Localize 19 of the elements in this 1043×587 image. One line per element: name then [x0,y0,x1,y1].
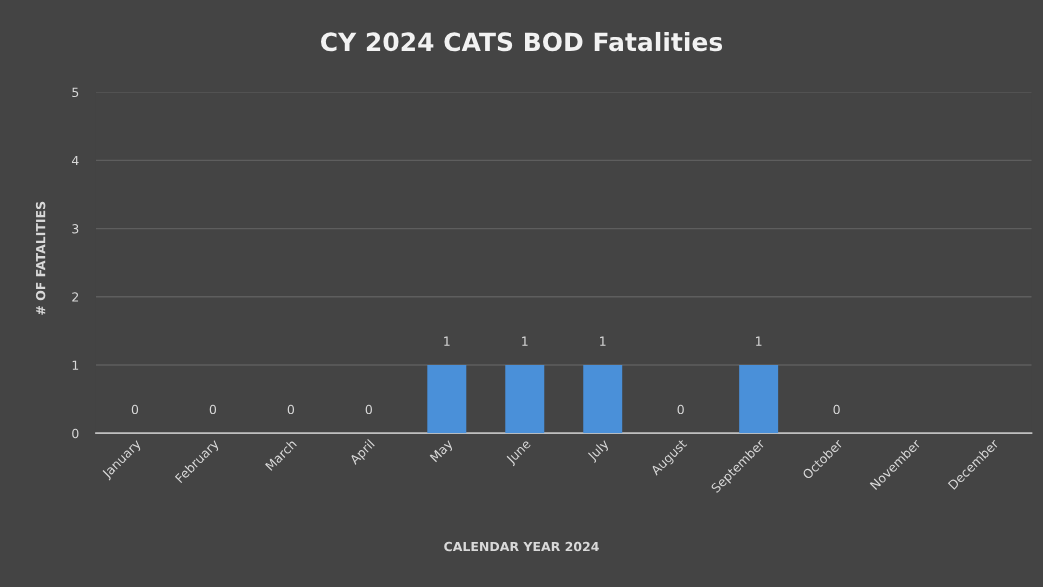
y-tick-label: 0 [72,428,79,439]
data-label: 0 [209,404,217,415]
data-label: 0 [131,404,139,415]
y-tick-label: 2 [72,292,79,302]
data-label: 0 [365,404,372,415]
data-label: 1 [522,336,528,346]
y-tick-label: 3 [72,224,79,234]
data-label: 1 [600,336,606,346]
chart-title: CY 2024 CATS BOD Fatalities [320,31,723,52]
x-axis-title: CALENDAR YEAR 2024 [444,541,599,552]
y-tick-label: 5 [72,87,79,98]
data-label: 1 [444,336,450,346]
data-label: 0 [287,404,295,415]
y-tick-label: 1 [72,360,79,370]
y-tick-label: 4 [71,156,79,166]
data-label: 1 [756,336,762,346]
data-label: 0 [677,404,684,415]
y-axis-title: # OF FATALITIES [35,201,46,315]
data-label: 0 [833,404,840,415]
